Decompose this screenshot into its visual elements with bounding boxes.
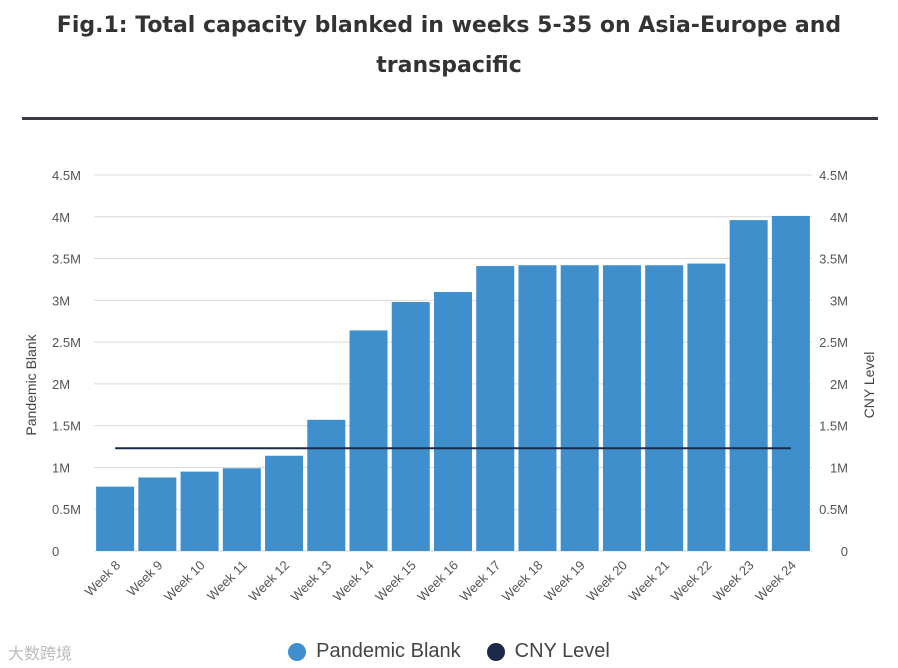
legend-label-pandemic-blank: Pandemic Blank <box>316 640 461 662</box>
y-tick-label-right: 1M <box>830 460 848 475</box>
x-tick-label: Week 11 <box>204 558 250 604</box>
y-tick-label-left: 1M <box>52 460 70 475</box>
y-tick-label-right: 4M <box>830 210 848 225</box>
bar <box>265 455 304 551</box>
bar <box>560 265 599 551</box>
y-tick-label-right: 2M <box>830 377 848 392</box>
x-tick-label: Week 19 <box>541 558 588 605</box>
bar <box>180 471 219 551</box>
bar <box>687 263 726 551</box>
y-tick-label-right: 3.5M <box>819 252 848 267</box>
x-tick-label: Week 17 <box>457 558 504 605</box>
x-tick-label: Week 15 <box>372 558 419 605</box>
legend: Pandemic Blank CNY Level <box>0 640 898 663</box>
y-tick-label-right: 4.5M <box>819 168 848 183</box>
chart-title: Fig.1: Total capacity blanked in weeks 5… <box>56 13 842 78</box>
y-tick-label-left: 2M <box>52 377 70 392</box>
x-tick-label: Week 23 <box>710 558 757 605</box>
bar <box>771 215 810 552</box>
bar <box>391 302 430 551</box>
x-tick-label: Week 18 <box>499 558 546 605</box>
legend-item-cny-level[interactable]: CNY Level <box>486 640 610 663</box>
bar-chart: 0 0 0.5M 0.5M 1M 1M 1.5M 1.5M 2M 2M 2.5M 2.5M 3M 3M 3.… <box>23 168 877 605</box>
y-tick-label-left: 3.5M <box>52 252 81 267</box>
legend-item-pandemic-blank[interactable]: Pandemic Blank <box>288 640 461 663</box>
bar <box>645 265 684 551</box>
y-tick-label-left: 2.5M <box>52 335 81 350</box>
bar <box>222 468 261 551</box>
x-tick-label: Week 22 <box>668 558 715 605</box>
y-tick-label-right: 1.5M <box>819 419 848 434</box>
x-tick-label: Week 12 <box>245 558 292 605</box>
legend-marker-pandemic-blank <box>288 642 307 661</box>
y-tick-label-left: 0 <box>52 544 59 559</box>
legend-marker-cny-level <box>486 642 505 661</box>
legend-label-cny-level: CNY Level <box>514 640 610 662</box>
y-tick-label-right: 0.5M <box>819 502 848 517</box>
y-tick-label-left: 4M <box>52 210 70 225</box>
y-axis-title-right: CNY Level <box>861 352 877 419</box>
x-tick-label: Week 16 <box>414 558 461 605</box>
bar <box>307 419 346 551</box>
y-axis-title-left: Pandemic Blank <box>23 333 39 435</box>
x-tick-label: Week 21 <box>626 558 673 605</box>
y-tick-label-right: 3M <box>830 293 848 308</box>
x-tick-label: Week 14 <box>330 558 377 605</box>
x-tick-label: Week 10 <box>161 558 208 605</box>
x-tick-label: Week 13 <box>288 558 335 605</box>
bar <box>729 220 768 551</box>
x-tick-label: Week 9 <box>124 558 166 600</box>
y-tick-label-left: 4.5M <box>52 168 81 183</box>
bar <box>349 330 388 551</box>
x-tick-label: Week 20 <box>583 558 630 605</box>
bar <box>96 486 135 551</box>
y-tick-label-right: 0 <box>841 544 848 559</box>
bar <box>518 265 557 551</box>
bar <box>433 291 473 551</box>
bar <box>476 266 515 551</box>
title-divider <box>22 117 878 120</box>
y-tick-label-right: 2.5M <box>819 335 848 350</box>
x-tick-label: Week 8 <box>82 558 124 600</box>
y-tick-label-left: 0.5M <box>52 502 81 517</box>
y-tick-label-left: 1.5M <box>52 419 81 434</box>
y-tick-label-left: 3M <box>52 293 70 308</box>
bar <box>138 477 177 551</box>
x-tick-label: Week 24 <box>752 558 799 605</box>
watermark: 大数跨境 <box>8 644 73 663</box>
bar <box>602 265 641 551</box>
